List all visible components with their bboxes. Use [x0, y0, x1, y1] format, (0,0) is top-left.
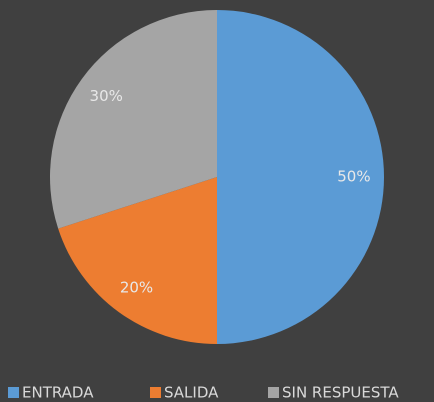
pie-slice [49, 10, 217, 229]
legend-label: SIN RESPUESTA [282, 384, 399, 402]
legend-swatch [150, 387, 161, 398]
pie-slice [58, 177, 218, 344]
pie-slice [217, 10, 384, 344]
legend-label: ENTRADA [22, 384, 94, 402]
slice-label: 30% [90, 87, 123, 105]
legend-swatch [268, 387, 279, 398]
legend-label: SALIDA [164, 384, 219, 402]
slice-label: 50% [337, 168, 370, 186]
legend-swatch [8, 387, 19, 398]
slice-label: 20% [120, 278, 153, 296]
